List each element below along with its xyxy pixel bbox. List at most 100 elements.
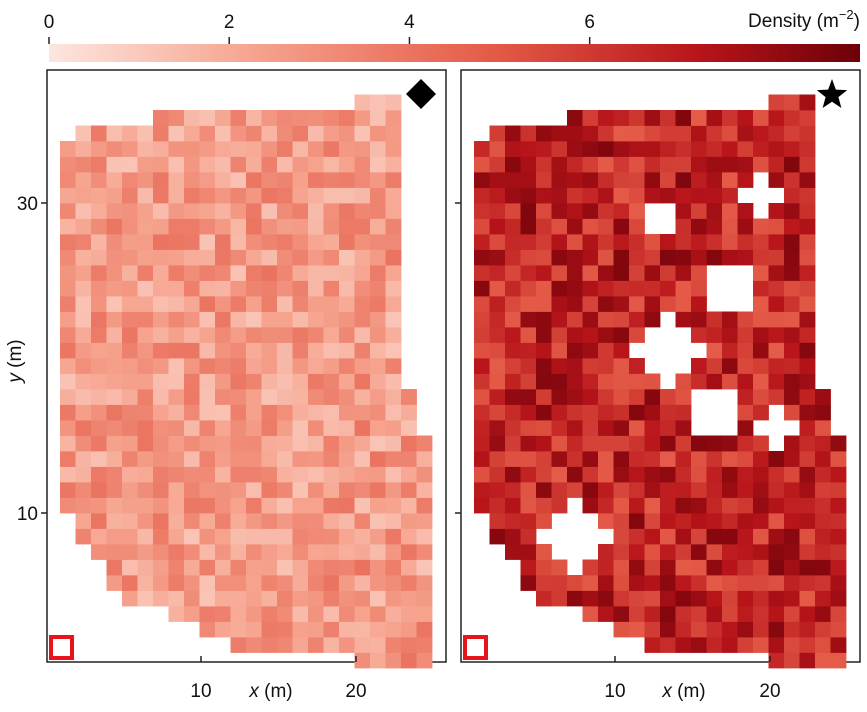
density-cell (199, 590, 216, 607)
density-cell (598, 559, 614, 576)
density-cell (339, 544, 355, 560)
density-cell (323, 544, 340, 560)
density-cell (354, 249, 371, 266)
density-cell (520, 327, 537, 343)
density-cell (246, 373, 262, 390)
density-cell (60, 218, 76, 235)
density-cell (354, 94, 371, 111)
density-cell (385, 218, 402, 235)
density-cell (323, 373, 340, 390)
density-cell (75, 280, 92, 297)
density-cell (153, 590, 169, 607)
density-cell (582, 389, 599, 405)
density-cell (536, 466, 552, 483)
density-cell (722, 435, 738, 452)
density-cell (385, 172, 402, 188)
density-cell (753, 544, 769, 560)
density-cell (660, 249, 676, 266)
density-cell (246, 466, 262, 483)
density-cell (784, 389, 800, 405)
density-cell (567, 311, 583, 328)
density-cell (354, 203, 371, 219)
density-cell (660, 296, 676, 312)
density-cell (505, 311, 521, 328)
density-cell (60, 156, 76, 173)
density-cell (815, 606, 831, 622)
density-cell (122, 141, 138, 157)
density-cell (354, 621, 371, 638)
density-cell (153, 203, 169, 219)
density-cell (489, 280, 506, 297)
density-cell (323, 621, 340, 638)
density-cell (168, 544, 185, 560)
density-cell (598, 265, 614, 281)
density-cell (91, 544, 107, 560)
density-cell (474, 420, 490, 436)
density-cell (784, 311, 800, 328)
density-cell (567, 156, 583, 173)
density-cell (385, 141, 402, 157)
density-cell (401, 420, 417, 436)
density-cell (137, 218, 154, 235)
density-cell (215, 141, 231, 157)
density-cell (815, 575, 831, 591)
density-cell (753, 497, 769, 514)
density-cell (339, 234, 355, 250)
density-cell (199, 342, 216, 359)
density-cell (660, 513, 676, 529)
density-cell (230, 528, 247, 545)
density-cell (489, 187, 506, 204)
density-cell (91, 296, 107, 312)
density-cell (582, 141, 599, 157)
density-cell (122, 544, 138, 560)
density-cell (261, 420, 278, 436)
density-cell (567, 203, 583, 219)
density-cell (168, 218, 185, 235)
density-cell (582, 172, 599, 188)
density-cell (722, 575, 738, 591)
density-cell (370, 125, 386, 142)
density-cell (339, 218, 355, 235)
density-cell (292, 637, 309, 653)
density-cell (536, 544, 552, 560)
density-cell (675, 404, 692, 421)
density-cell (184, 373, 200, 390)
density-cell (184, 172, 200, 188)
density-cell (660, 172, 676, 188)
density-cell (354, 451, 371, 467)
density-cell (122, 203, 138, 219)
density-cell (354, 342, 371, 359)
density-cell (106, 404, 123, 421)
density-cell (416, 466, 433, 483)
density-cell (75, 482, 92, 498)
density-cell (598, 156, 614, 173)
density-cell (644, 280, 661, 297)
density-cell (230, 435, 247, 452)
density-cell (706, 327, 723, 343)
density-cell (75, 156, 92, 173)
density-cell (675, 528, 692, 545)
density-cell (261, 606, 278, 622)
density-cell (536, 420, 552, 436)
density-cell (106, 389, 123, 405)
density-cell (629, 358, 645, 374)
density-cell (354, 156, 371, 173)
density-cell (644, 559, 661, 576)
density-cell (830, 637, 847, 653)
density-cell (799, 528, 816, 545)
density-cell (75, 125, 92, 142)
density-cell (60, 187, 76, 204)
density-cell (215, 559, 231, 576)
density-cell (323, 451, 340, 467)
density-cell (385, 590, 402, 607)
density-cell (91, 435, 107, 452)
density-cell (122, 280, 138, 297)
density-cell (582, 358, 599, 374)
density-cell (215, 528, 231, 545)
density-cell (230, 311, 247, 328)
density-cell (292, 373, 309, 390)
density-cell (567, 466, 583, 483)
density-cell (722, 141, 738, 157)
density-cell (753, 218, 769, 235)
density-cell (292, 575, 309, 591)
